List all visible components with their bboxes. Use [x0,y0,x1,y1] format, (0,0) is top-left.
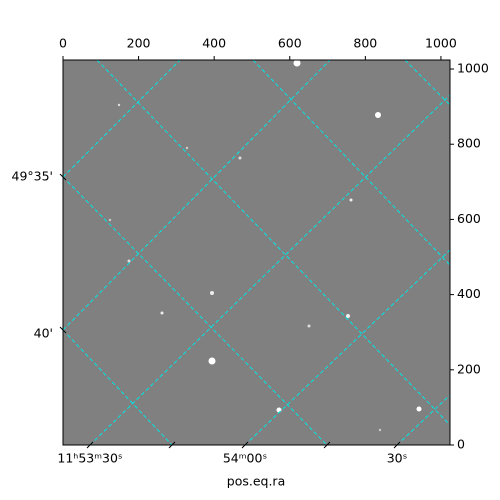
star [108,218,112,222]
dec-tick-label: 49°35' [12,169,54,184]
star [378,428,382,432]
axes-frame [62,59,451,446]
x-tick-label: 200 [127,36,151,51]
star [117,103,121,107]
y-tick-label: 800 [457,136,481,151]
ra-tick-label: 11ʰ53ᵐ30ˢ [57,451,122,466]
wcs-grid [62,59,451,446]
star [185,146,189,150]
wcs-grid-line [244,249,451,446]
star [416,406,422,412]
wcs-tick [168,441,176,449]
wcs-tick [241,441,249,449]
dec-tick-label: 40' [34,326,53,341]
star [293,59,301,67]
wcs-tick [323,441,331,449]
star [210,291,214,295]
y-tick-label: 0 [457,437,465,452]
x-axis-label: pos.eq.ra [227,474,285,489]
wcs-tick [393,441,401,449]
star [349,198,353,202]
star [307,324,311,328]
x-tick-label: 1000 [425,36,457,51]
star [208,357,216,365]
wcs-grid-line [404,59,451,106]
wcs-tick [59,173,67,181]
star [375,112,381,118]
wcs-grid-line [62,329,173,446]
wcs-grid-line [89,94,451,446]
wcs-tick [59,326,67,334]
star [276,407,282,413]
wcs-grid-line [96,59,451,426]
star [238,156,242,160]
wcs-grid-line [62,176,328,446]
wcs-grid-line [396,394,451,446]
star [127,259,131,263]
stars [108,59,422,432]
wcs-grid-line [62,59,331,331]
x-tick-label: 400 [202,36,226,51]
y-tick-label: 400 [457,286,481,301]
image-background [63,60,450,445]
x-tick-label: 800 [353,36,377,51]
ra-tick-label: 54ᵐ00ˢ [223,451,267,466]
star [346,314,350,318]
y-tick-label: 200 [457,361,481,376]
x-tick-label: 600 [278,36,302,51]
wcs-grid-line [62,59,181,178]
wcs-tick [86,441,94,449]
ra-tick-label: 30ˢ [387,451,408,466]
wcs-grid-line [252,59,451,266]
y-tick-label: 600 [457,211,481,226]
x-tick-label: 0 [59,36,67,51]
star [160,311,164,315]
y-tick-label: 1000 [457,61,489,76]
